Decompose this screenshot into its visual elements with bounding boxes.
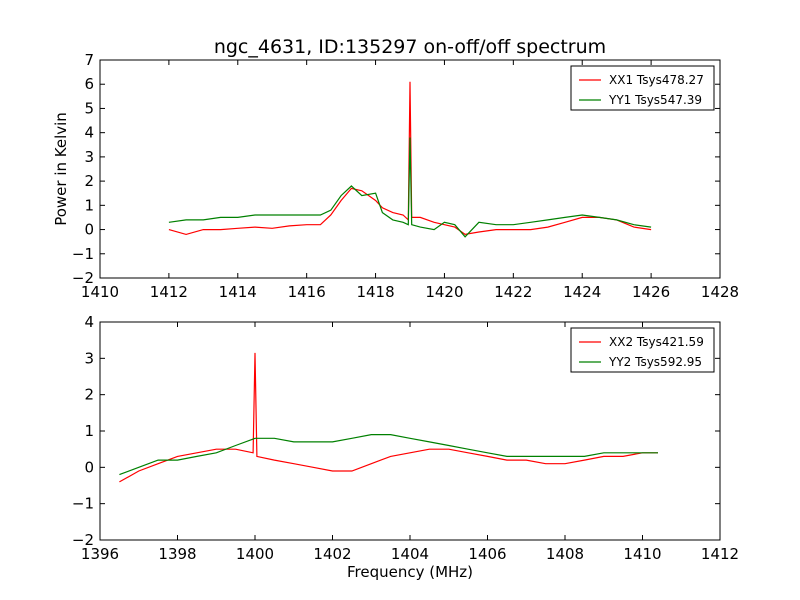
bottom-axes: 1396 1398 1400 1402 1404 1406 1408 1410 1412−2−1… xyxy=(72,313,739,563)
y-tick-label: 0 xyxy=(84,458,94,476)
y-tick-label: 1 xyxy=(84,422,94,440)
x-tick-label: 1408 xyxy=(546,545,584,563)
x-tick-label: 1410 xyxy=(81,283,119,301)
legend-label: YY1 Tsys547.39 xyxy=(608,93,702,107)
top-axes: 1410 1412 1414 1416 1418 1420 1422 1424 1426 1428… xyxy=(52,51,739,301)
x-tick-label: 1418 xyxy=(356,283,394,301)
y-tick-label: −2 xyxy=(72,531,94,549)
x-tick-label: 1426 xyxy=(632,283,670,301)
series-line-1-2 xyxy=(168,137,652,238)
y-tick-label: 3 xyxy=(84,148,94,166)
y-tick-label: 4 xyxy=(84,124,94,142)
x-tick-label: 1398 xyxy=(158,545,196,563)
figure-xlabel: Frequency (MHz) xyxy=(347,563,473,581)
legend-label: XX1 Tsys478.27 xyxy=(609,73,704,87)
x-tick-label: 1416 xyxy=(288,283,326,301)
x-tick-label: 1422 xyxy=(494,283,532,301)
legend-box xyxy=(570,65,715,111)
figure-title: ngc_4631, ID:135297 on-off/off spectrum xyxy=(214,36,606,58)
y-tick-label: 5 xyxy=(84,99,94,117)
y-tick-label: 4 xyxy=(84,313,94,331)
y-tick-label: −1 xyxy=(72,245,94,263)
series-line-2-2 xyxy=(119,434,658,476)
x-tick-label: 1404 xyxy=(391,545,429,563)
y-tick-label: 3 xyxy=(84,349,94,367)
x-tick-label: 1396 xyxy=(81,545,119,563)
y-tick-label: 7 xyxy=(84,51,94,69)
x-tick-label: 1424 xyxy=(563,283,601,301)
y-tick-label: −1 xyxy=(72,495,94,513)
x-tick-label: 1412 xyxy=(150,283,188,301)
legend-label: YY2 Tsys592.95 xyxy=(608,355,702,369)
x-tick-label: 1414 xyxy=(219,283,257,301)
legend: XX2 Tsys421.59 YY2 Tsys592.95 xyxy=(570,327,715,373)
x-tick-label: 1428 xyxy=(701,283,739,301)
y-tick-label: −2 xyxy=(72,269,94,287)
x-tick-label: 1400 xyxy=(236,545,274,563)
y-tick-label: 1 xyxy=(84,196,94,214)
legend-label: XX2 Tsys421.59 xyxy=(609,335,704,349)
x-tick-label: 1406 xyxy=(468,545,506,563)
axes-frame xyxy=(99,59,721,279)
x-tick-label: 1410 xyxy=(623,545,661,563)
y-tick-label: 2 xyxy=(84,386,94,404)
y-tick-label: 0 xyxy=(84,221,94,239)
legend-box xyxy=(570,327,715,373)
y-tick-label: 6 xyxy=(84,75,94,93)
x-tick-label: 1412 xyxy=(701,545,739,563)
y-tick-label: 2 xyxy=(84,172,94,190)
series-line-2-1 xyxy=(119,352,658,483)
y-axis-label: Power in Kelvin xyxy=(52,112,70,226)
x-tick-label: 1420 xyxy=(425,283,463,301)
legend: XX1 Tsys478.27 YY1 Tsys547.39 xyxy=(570,65,715,111)
x-tick-label: 1402 xyxy=(313,545,351,563)
